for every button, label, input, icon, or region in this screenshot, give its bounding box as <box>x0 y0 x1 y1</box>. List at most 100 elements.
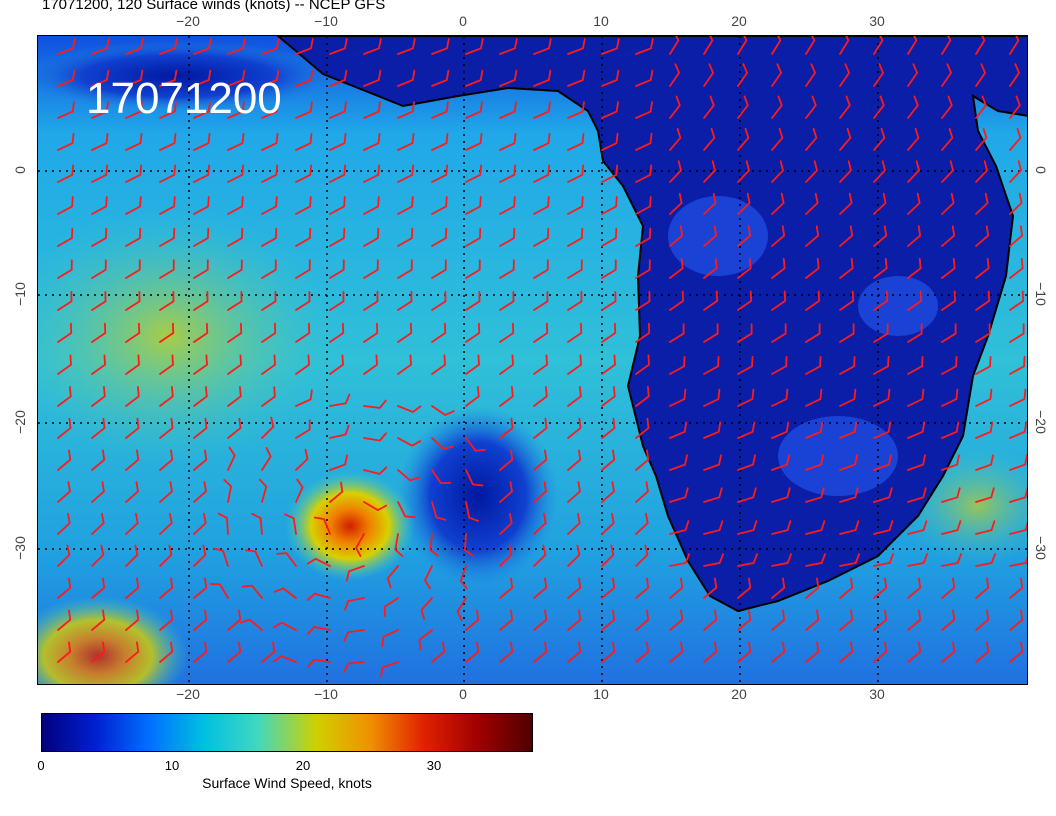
wind-barb <box>771 257 786 279</box>
wind-barb <box>91 227 108 247</box>
wind-barb <box>397 38 416 55</box>
wind-barb <box>193 386 208 407</box>
wind-barb <box>57 291 73 311</box>
wind-barb <box>91 69 110 87</box>
wind-barb <box>363 227 380 247</box>
wind-barb <box>227 101 245 119</box>
wind-barb <box>193 196 210 215</box>
wind-barb <box>737 36 748 55</box>
colorbar-tick: 20 <box>295 758 311 773</box>
wind-barb <box>261 132 279 151</box>
wind-barb <box>329 101 347 119</box>
wind-barb <box>635 577 650 599</box>
wind-barb <box>907 520 928 535</box>
wind-barb <box>397 354 412 375</box>
wind-barb <box>57 69 76 87</box>
wind-barb <box>465 164 483 183</box>
wind-barb <box>669 421 688 439</box>
wind-barb <box>431 69 450 87</box>
wind-barb <box>567 259 583 279</box>
wind-barb <box>159 512 173 535</box>
wind-barb <box>839 388 857 407</box>
colorbar-tick: 10 <box>164 758 180 773</box>
wind-barb <box>907 355 924 375</box>
wind-barb <box>329 227 346 247</box>
wind-barb <box>1009 290 1025 311</box>
wind-barb <box>91 449 106 471</box>
wind-barb <box>601 354 616 375</box>
wind-barb <box>941 577 956 599</box>
wind-barb <box>737 553 758 567</box>
wind-barb <box>975 487 995 503</box>
wind-barb <box>567 69 586 87</box>
wind-barb <box>329 196 346 215</box>
wind-barb <box>329 424 350 439</box>
wind-barb <box>273 587 297 599</box>
wind-barb <box>805 454 824 471</box>
wind-barb <box>465 38 484 55</box>
wind-barb <box>635 101 653 119</box>
wind-barb <box>397 322 413 343</box>
wind-barb <box>397 259 413 279</box>
wind-barb <box>839 225 854 247</box>
wind-barb <box>941 127 954 151</box>
wind-barb <box>431 291 447 311</box>
wind-barb <box>1009 609 1024 631</box>
wind-barb <box>669 553 690 567</box>
wind-barb <box>125 227 142 247</box>
wind-barb <box>737 454 756 471</box>
wind-barb <box>941 95 953 119</box>
wind-barb <box>159 354 174 375</box>
wind-barb <box>839 192 853 215</box>
wind-barb <box>159 417 174 439</box>
wind-barb <box>703 487 723 503</box>
wind-barb <box>261 641 276 663</box>
wind-barb <box>499 259 515 279</box>
wind-barb <box>397 227 414 247</box>
wind-barb <box>159 38 178 55</box>
wind-barb <box>499 386 514 407</box>
bottom-lon-label: 0 <box>459 686 467 702</box>
wind-barb <box>1009 127 1022 151</box>
wind-barb <box>703 36 714 55</box>
wind-barb <box>703 127 716 151</box>
wind-barb <box>159 196 176 215</box>
wind-barb <box>193 259 209 279</box>
wind-barb <box>805 323 821 343</box>
wind-barb <box>363 466 388 475</box>
right-lat-label: 0 <box>1033 166 1049 174</box>
wind-barb <box>227 69 246 87</box>
wind-barb <box>601 291 617 311</box>
wind-barb <box>941 160 955 183</box>
wind-barb <box>272 655 297 663</box>
wind-barb <box>431 641 446 663</box>
wind-barb <box>737 641 752 663</box>
wind-barb <box>91 38 110 55</box>
wind-barb <box>635 196 652 215</box>
wind-barb <box>1009 323 1025 343</box>
wind-barb <box>125 69 144 87</box>
wind-barb <box>57 164 75 183</box>
wind-barb <box>431 259 447 279</box>
wind-barb <box>57 227 74 247</box>
wind-barb <box>193 609 208 631</box>
wind-barb <box>397 196 414 215</box>
wind-barb <box>941 192 955 215</box>
wind-barb <box>91 641 106 663</box>
wind-barb <box>57 481 71 503</box>
wind-barb <box>771 355 788 375</box>
wind-barb <box>703 641 718 663</box>
left-lat-label: −30 <box>12 536 28 560</box>
wind-barb <box>209 583 229 599</box>
right-lat-label: −20 <box>1033 410 1049 434</box>
wind-barb <box>737 95 749 119</box>
wind-barb <box>91 577 106 599</box>
top-lon-label: −20 <box>176 13 200 29</box>
wind-barb <box>423 565 433 590</box>
wind-barb <box>941 609 956 631</box>
wind-barb <box>227 322 243 343</box>
wind-barb <box>329 481 344 503</box>
wind-barb <box>873 63 885 87</box>
wind-barb <box>737 355 754 375</box>
wind-barb <box>431 196 448 215</box>
